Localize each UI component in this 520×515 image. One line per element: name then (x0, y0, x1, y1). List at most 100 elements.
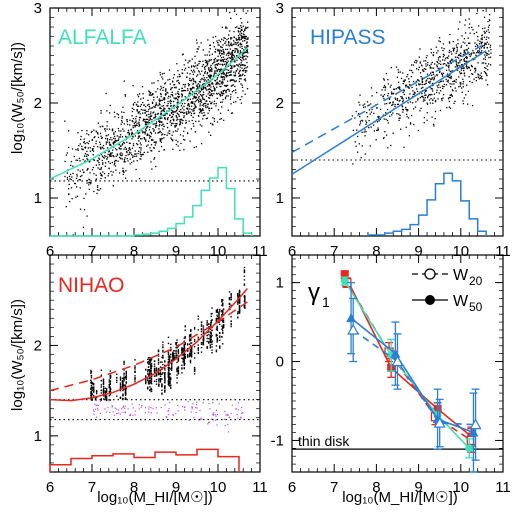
data-point (145, 381, 147, 384)
data-point (484, 54, 486, 56)
data-point (132, 155, 134, 157)
data-point (245, 35, 247, 38)
data-point (386, 108, 389, 111)
data-point (113, 156, 115, 158)
data-point (456, 46, 458, 48)
data-point (165, 90, 167, 92)
data-point (457, 39, 459, 41)
data-point (440, 80, 443, 82)
data-point (104, 387, 107, 389)
data-point (243, 59, 245, 61)
data-point (432, 99, 434, 101)
data-point (190, 350, 193, 353)
data-point (198, 95, 200, 98)
data-point (105, 92, 107, 95)
data-point (104, 151, 106, 154)
data-point (162, 354, 164, 357)
data-point (209, 122, 212, 125)
data-point (64, 160, 66, 163)
data-point (95, 390, 98, 393)
data-point (218, 70, 221, 72)
data-point (176, 105, 179, 107)
data-point (157, 80, 159, 82)
data-point (86, 168, 89, 171)
data-point (239, 27, 241, 30)
panel-title-alfalfa: ALFALFA (58, 26, 147, 49)
data-point (410, 114, 413, 117)
data-point (149, 381, 151, 383)
data-point (150, 388, 153, 391)
data-point (219, 308, 221, 311)
data-point (160, 93, 162, 96)
data-point (122, 395, 124, 397)
data-point (398, 113, 400, 115)
data-point-secondary (124, 405, 127, 407)
data-point (144, 112, 146, 114)
x-tick-label: 8 (372, 243, 380, 260)
data-point (190, 112, 193, 115)
data-point (137, 112, 139, 114)
data-point-secondary (166, 416, 168, 419)
data-point (118, 130, 120, 132)
data-point (383, 98, 385, 100)
data-point (153, 360, 156, 362)
data-point (153, 371, 156, 374)
data-point (125, 154, 127, 157)
data-point (238, 72, 240, 74)
data-point (100, 174, 102, 177)
data-point (128, 153, 131, 155)
data-point (90, 385, 93, 387)
data-point (150, 111, 152, 113)
data-point (464, 52, 466, 54)
data-point (220, 92, 223, 94)
data-point (150, 369, 152, 372)
data-point (198, 81, 201, 83)
data-point (112, 143, 115, 145)
data-point (454, 100, 456, 103)
data-point (420, 87, 423, 89)
data-point (92, 382, 95, 385)
data-point (387, 79, 389, 81)
data-point (149, 379, 151, 382)
data-point (181, 99, 183, 101)
data-point (401, 105, 403, 107)
x-tick-label: 6 (288, 479, 296, 496)
data-point (385, 72, 388, 75)
data-point (144, 105, 147, 108)
data-point (365, 123, 367, 125)
data-point (191, 58, 193, 60)
data-point (126, 119, 128, 121)
data-point (440, 72, 443, 74)
data-point (409, 84, 411, 86)
data-point (401, 97, 403, 100)
data-point (154, 116, 156, 119)
data-point (232, 43, 234, 46)
data-point (95, 178, 98, 180)
data-point (188, 352, 191, 355)
data-point (206, 106, 209, 108)
data-point-secondary (196, 401, 198, 403)
data-point (84, 160, 86, 162)
data-point (426, 97, 429, 99)
data-point (366, 116, 369, 118)
data-point (220, 75, 222, 77)
data-point (178, 82, 180, 85)
data-point (238, 291, 241, 293)
data-point (485, 30, 488, 32)
data-point (244, 71, 247, 73)
data-point (237, 64, 239, 66)
data-point (231, 54, 233, 56)
data-point (147, 381, 150, 384)
data-point (186, 76, 188, 79)
data-point (142, 153, 144, 156)
data-point (244, 74, 246, 77)
data-point (200, 95, 203, 97)
data-point (456, 47, 459, 49)
data-point (247, 26, 249, 29)
data-point (155, 121, 158, 123)
data-point (99, 146, 101, 148)
data-point (150, 107, 153, 109)
data-point-secondary (215, 415, 217, 417)
data-point (170, 356, 172, 358)
data-point (193, 87, 195, 89)
